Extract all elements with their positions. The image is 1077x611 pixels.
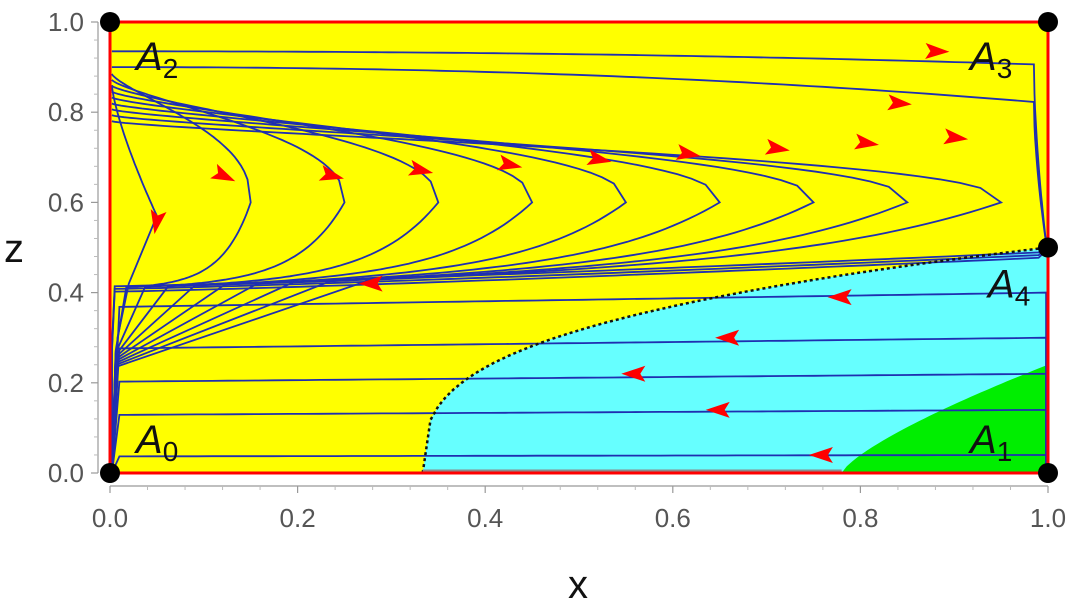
point-label-A3: A3 xyxy=(968,35,1012,84)
trajectory-top xyxy=(111,50,1047,244)
trajectory-loop xyxy=(111,108,816,474)
trajectory-separatrix xyxy=(111,250,1047,473)
trajectory-separatrix xyxy=(111,247,1047,473)
trajectory-left xyxy=(111,84,158,474)
trajectory-loop xyxy=(111,96,628,474)
y-tick-label: 0.0 xyxy=(48,458,84,488)
z-axis-label: z xyxy=(4,227,24,271)
trajectory-loop xyxy=(111,120,1004,474)
arrow-loop xyxy=(318,165,344,181)
arrow-left xyxy=(150,209,167,235)
arrow-lower xyxy=(705,401,730,418)
x-tick-label: 0.4 xyxy=(467,503,503,533)
x-tick-label: 0.6 xyxy=(655,503,691,533)
trajectory-lower xyxy=(111,291,1047,474)
region-cyan xyxy=(422,247,1048,473)
axis-ticks: 0.0 0.2 0.4 0.6 0.8 1.0 0.0 0.2 0.4 0.6 0.8 1.0 xyxy=(48,7,1066,533)
trajectory-loop xyxy=(111,102,722,474)
y-tick-label: 0.2 xyxy=(48,368,84,398)
point-A0 xyxy=(100,463,120,483)
y-tick-label: 0.6 xyxy=(48,187,84,217)
point-label-A0: A0 xyxy=(134,418,178,467)
trajectories xyxy=(111,50,1049,474)
trajectory-separatrix xyxy=(111,244,1047,473)
y-tick-label: 0.4 xyxy=(48,278,84,308)
arrow-lower xyxy=(827,289,852,306)
arrow-loop xyxy=(497,154,523,171)
arrow-lower xyxy=(621,365,646,382)
y-tick-label: 1.0 xyxy=(48,7,84,37)
trajectory-loop xyxy=(111,90,534,474)
point-A4 xyxy=(1038,237,1058,258)
point-A1 xyxy=(1038,463,1058,483)
trajectory-loop xyxy=(111,84,440,474)
equilibrium-points: A0 A1 A2 A3 A4 xyxy=(100,12,1058,483)
x-axis-label: x xyxy=(568,563,588,607)
x-tick-label: 0.0 xyxy=(92,503,128,533)
point-A2 xyxy=(100,12,120,32)
point-A3 xyxy=(1038,12,1058,32)
x-tick-label: 1.0 xyxy=(1030,503,1066,533)
separatrix-boundary xyxy=(421,246,1049,474)
trajectory-loop xyxy=(111,114,910,474)
point-label-A4: A4 xyxy=(986,263,1030,312)
arrow-lower xyxy=(808,447,833,463)
arrow-top xyxy=(887,94,912,111)
point-label-A2: A2 xyxy=(134,35,178,84)
arrow-loop xyxy=(586,149,612,166)
arrow-top xyxy=(925,42,950,59)
x-tick-label: 0.2 xyxy=(280,503,316,533)
arrow-loop xyxy=(943,128,969,145)
point-label-A1: A1 xyxy=(968,418,1012,467)
x-tick-label: 0.8 xyxy=(842,503,878,533)
direction-arrows xyxy=(150,42,969,463)
arrow-loop xyxy=(854,133,879,150)
arrow-loop xyxy=(675,144,701,160)
arrow-lower xyxy=(715,329,740,346)
y-tick-label: 0.8 xyxy=(48,97,84,127)
region-green xyxy=(841,364,1048,473)
arrow-separatrix xyxy=(358,275,383,292)
arrow-loop xyxy=(407,159,434,176)
arrow-loop xyxy=(764,138,790,155)
regions xyxy=(110,22,1048,473)
arrow-loop xyxy=(210,163,236,182)
trajectory-top xyxy=(111,66,1047,244)
